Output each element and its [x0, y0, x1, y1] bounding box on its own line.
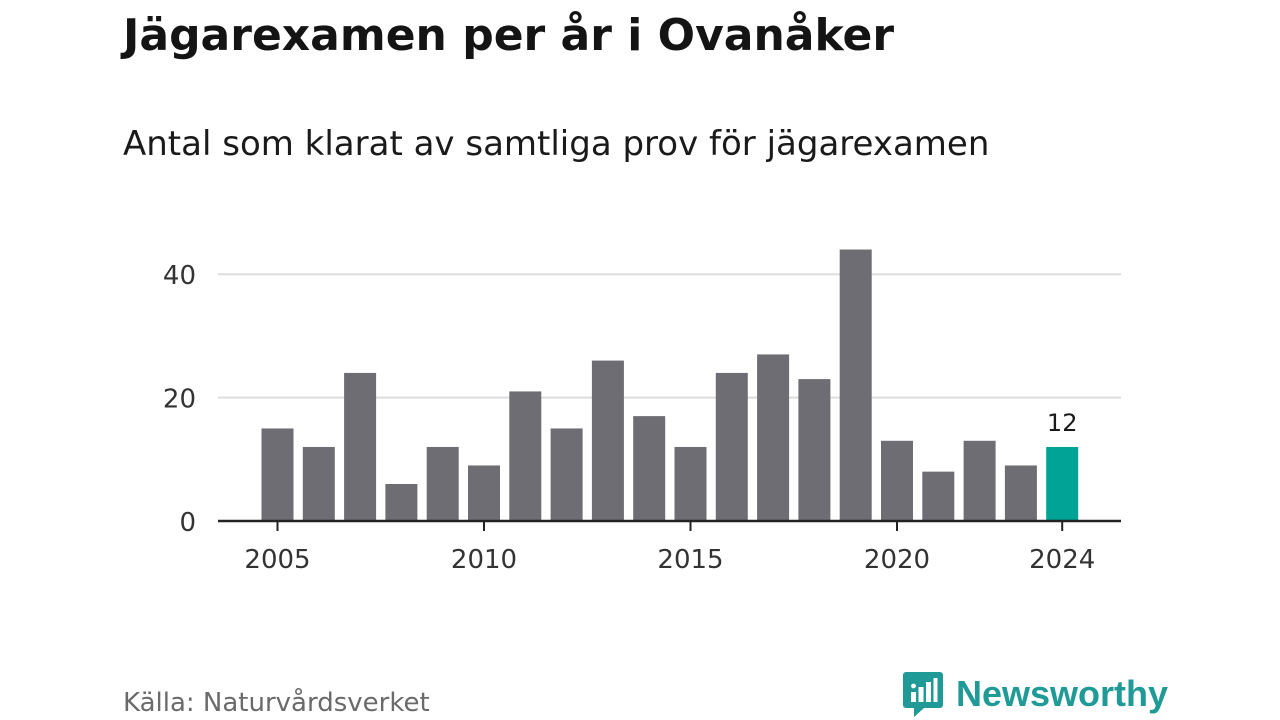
source-note: Källa: Naturvårdsverket: [123, 688, 430, 718]
axes: [218, 519, 1121, 531]
bar: [261, 428, 294, 521]
brand-name: Newsworthy: [956, 673, 1169, 714]
x-tick-label: 2015: [657, 545, 723, 575]
brand-logo: Newsworthy: [902, 670, 1168, 718]
bar: [509, 391, 542, 521]
chat-bar-chart-icon: [903, 672, 943, 717]
bar: [344, 372, 377, 521]
chart-subtitle: Antal som klarat av samtliga prov för jä…: [123, 124, 990, 164]
bar: [302, 446, 335, 521]
bar: [385, 483, 418, 521]
x-tick-label: 2005: [244, 545, 310, 575]
bar: [550, 428, 583, 521]
chart-title: Jägarexamen per år i Ovanåker: [123, 10, 895, 61]
bar: [468, 465, 500, 521]
bar: [426, 446, 459, 521]
bar: [1004, 465, 1037, 521]
y-tick-label: 40: [163, 261, 196, 291]
highlight-value-label: 12: [1047, 409, 1078, 437]
x-tick-label: 2010: [451, 545, 517, 575]
labels: 0 20 40 2005 2010 2015 2020 2024 12: [163, 261, 1095, 575]
bar: [963, 440, 996, 521]
bar: [798, 379, 831, 521]
bar: [757, 354, 790, 521]
y-tick-label: 20: [163, 385, 196, 415]
bar: [674, 446, 707, 521]
bar: [715, 372, 748, 521]
bar: [839, 249, 872, 521]
y-tick-label: 0: [179, 508, 196, 538]
x-tick-label: 2020: [864, 545, 930, 575]
bar: [922, 471, 955, 521]
x-tick-label: 2024: [1029, 545, 1095, 575]
highlighted-bar: [1046, 446, 1079, 521]
bar: [633, 416, 666, 521]
bars: [261, 249, 1079, 521]
bar: [881, 440, 913, 521]
bar: [591, 360, 624, 521]
